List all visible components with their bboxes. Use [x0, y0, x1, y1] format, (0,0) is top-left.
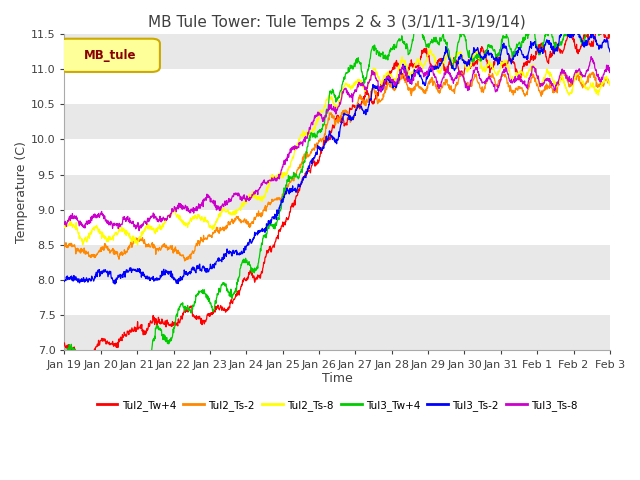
Bar [65, 245, 610, 280]
Y-axis label: Temperature (C): Temperature (C) [15, 141, 28, 243]
Bar [65, 315, 610, 350]
Title: MB Tule Tower: Tule Temps 2 & 3 (3/1/11-3/19/14): MB Tule Tower: Tule Temps 2 & 3 (3/1/11-… [148, 15, 526, 30]
Text: MB_tule: MB_tule [83, 49, 136, 62]
Bar [65, 175, 610, 210]
FancyBboxPatch shape [59, 39, 160, 72]
Bar [65, 104, 610, 140]
Legend: Tul2_Tw+4, Tul2_Ts-2, Tul2_Ts-8, Tul3_Tw+4, Tul3_Ts-2, Tul3_Ts-8: Tul2_Tw+4, Tul2_Ts-2, Tul2_Ts-8, Tul3_Tw… [92, 396, 582, 415]
Bar [65, 34, 610, 69]
X-axis label: Time: Time [322, 372, 353, 385]
